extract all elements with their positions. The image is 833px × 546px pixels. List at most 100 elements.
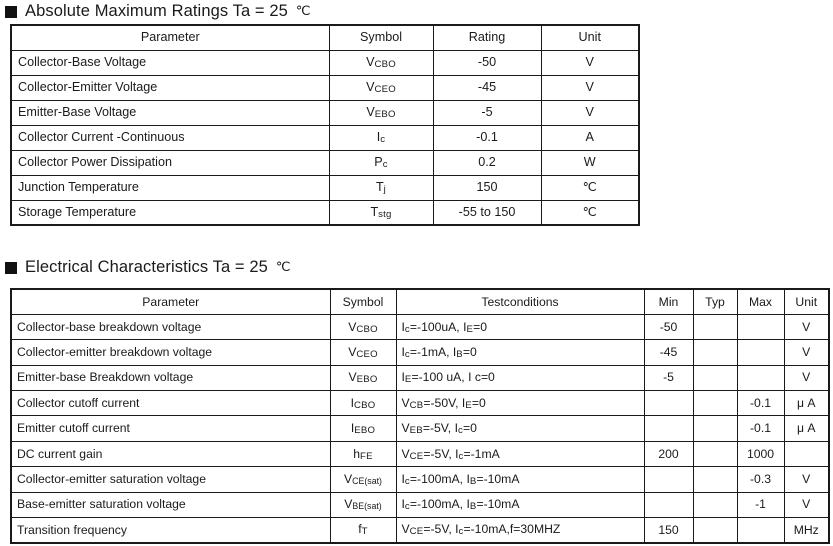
cell-typ <box>692 415 738 442</box>
cell-testconditions: Ic=-100mA, IB=-10mA <box>395 491 645 519</box>
table-header-row: Parameter Symbol Testconditions Min Typ … <box>10 288 830 315</box>
table-absolute-maximum-ratings: Parameter Symbol Rating Unit Collector-B… <box>10 24 640 226</box>
cell-unit: μ A <box>783 390 830 417</box>
column-header-symbol: Symbol <box>328 24 434 51</box>
filled-square-bullet-icon <box>5 5 17 18</box>
cell-max: -1 <box>736 491 785 519</box>
cell-symbol: fT <box>329 517 397 544</box>
table-electrical-characteristics: Parameter Symbol Testconditions Min Typ … <box>10 288 830 544</box>
cell-symbol: VCEO <box>328 74 434 101</box>
table-row: DC current gain hFE VCE=-5V, Ic=-1mA 200 100… <box>10 440 830 468</box>
cell-unit: ℃ <box>540 199 640 226</box>
column-header-rating: Rating <box>432 24 542 51</box>
cell-parameter: Collector cutoff current <box>10 390 331 417</box>
cell-max <box>736 364 785 392</box>
cell-testconditions: VEB=-5V, Ic=0 <box>395 415 645 442</box>
table-row: Storage Temperature Tstg -55 to 150 ℃ <box>10 199 640 226</box>
cell-min: -45 <box>643 339 694 366</box>
cell-unit: V <box>783 339 830 366</box>
cell-min <box>643 390 694 417</box>
cell-min: -5 <box>643 364 694 392</box>
column-header-parameter: Parameter <box>10 24 330 51</box>
cell-testconditions: VCB=-50V, IE=0 <box>395 390 645 417</box>
cell-unit: V <box>783 491 830 519</box>
cell-unit: V <box>783 466 830 493</box>
cell-max: 1000 <box>736 440 785 468</box>
cell-max <box>736 339 785 366</box>
cell-parameter: Storage Temperature <box>10 199 330 226</box>
cell-min: -50 <box>643 313 694 341</box>
cell-parameter: Transition frequency <box>10 517 331 544</box>
cell-unit: V <box>540 99 640 126</box>
column-header-min: Min <box>643 288 694 315</box>
cell-typ <box>692 491 738 519</box>
cell-max: -0.1 <box>736 415 785 442</box>
cell-typ <box>692 517 738 544</box>
table-row: Collector-emitter saturation voltage VCE(… <box>10 466 830 493</box>
cell-typ <box>692 390 738 417</box>
cell-parameter: Collector Current -Continuous <box>10 124 330 151</box>
table-row: Collector Current -Continuous Ic -0.1 A <box>10 124 640 151</box>
cell-parameter: Collector Power Dissipation <box>10 149 330 176</box>
table-row: Base-emitter saturation voltage VBE(sat) I… <box>10 491 830 519</box>
cell-rating: -45 <box>432 74 542 101</box>
cell-testconditions: Ic=-100uA, IE=0 <box>395 313 645 341</box>
cell-max: -0.1 <box>736 390 785 417</box>
cell-symbol: VCBO <box>328 49 434 76</box>
cell-symbol: Ic <box>328 124 434 151</box>
table-row: Emitter-Base Voltage VEBO -5 V <box>10 99 640 126</box>
cell-min <box>643 415 694 442</box>
cell-parameter: Collector-emitter breakdown voltage <box>10 339 331 366</box>
cell-parameter: Collector-base breakdown voltage <box>10 313 331 341</box>
filled-square-bullet-icon <box>5 261 17 274</box>
cell-max: -0.3 <box>736 466 785 493</box>
table-row: Collector-Emitter Voltage VCEO -45 V <box>10 74 640 101</box>
table-row: Collector-emitter breakdown voltage VCEO I… <box>10 339 830 366</box>
cell-symbol: hFE <box>329 440 397 468</box>
cell-unit: MHz <box>783 517 830 544</box>
cell-min: 150 <box>643 517 694 544</box>
cell-unit: V <box>540 49 640 76</box>
cell-typ <box>692 466 738 493</box>
column-header-typ: Typ <box>692 288 738 315</box>
degree-celsius-unit: ℃ <box>295 2 311 18</box>
cell-min <box>643 466 694 493</box>
cell-unit: V <box>783 313 830 341</box>
column-header-symbol: Symbol <box>329 288 397 315</box>
cell-rating: -50 <box>432 49 542 76</box>
cell-symbol: Tstg <box>328 199 434 226</box>
cell-rating: 0.2 <box>432 149 542 176</box>
table-row: Junction Temperature Tj 150 ℃ <box>10 174 640 201</box>
cell-symbol: VCE(sat) <box>329 466 397 493</box>
cell-testconditions: Ic=-100mA, IB=-10mA <box>395 466 645 493</box>
cell-parameter: Collector-Emitter Voltage <box>10 74 330 101</box>
section-title-text: Electrical Characteristics Ta = 25 <box>25 258 268 276</box>
cell-symbol: VCBO <box>329 313 397 341</box>
cell-rating: 150 <box>432 174 542 201</box>
column-header-unit: Unit <box>540 24 640 51</box>
cell-parameter: Emitter cutoff current <box>10 415 331 442</box>
column-header-max: Max <box>736 288 785 315</box>
cell-symbol: VEBO <box>329 364 397 392</box>
section-title-text: Absolute Maximum Ratings Ta = 25 <box>25 2 288 20</box>
cell-typ <box>692 364 738 392</box>
cell-max <box>736 517 785 544</box>
cell-symbol: VBE(sat) <box>329 491 397 519</box>
cell-symbol: IEBO <box>329 415 397 442</box>
cell-rating: -0.1 <box>432 124 542 151</box>
table-row: Emitter-base Breakdown voltage VEBO IE=-10… <box>10 364 830 392</box>
cell-min <box>643 491 694 519</box>
cell-unit <box>783 440 830 468</box>
cell-typ <box>692 339 738 366</box>
column-header-testconditions: Testconditions <box>395 288 645 315</box>
cell-parameter: Emitter-base Breakdown voltage <box>10 364 331 392</box>
table-row: Transition frequency fT VCE=-5V, Ic=-10mA,… <box>10 517 830 544</box>
cell-parameter: Emitter-Base Voltage <box>10 99 330 126</box>
cell-unit: A <box>540 124 640 151</box>
cell-unit: V <box>783 364 830 392</box>
cell-typ <box>692 440 738 468</box>
cell-unit: W <box>540 149 640 176</box>
cell-max <box>736 313 785 341</box>
cell-symbol: Pc <box>328 149 434 176</box>
